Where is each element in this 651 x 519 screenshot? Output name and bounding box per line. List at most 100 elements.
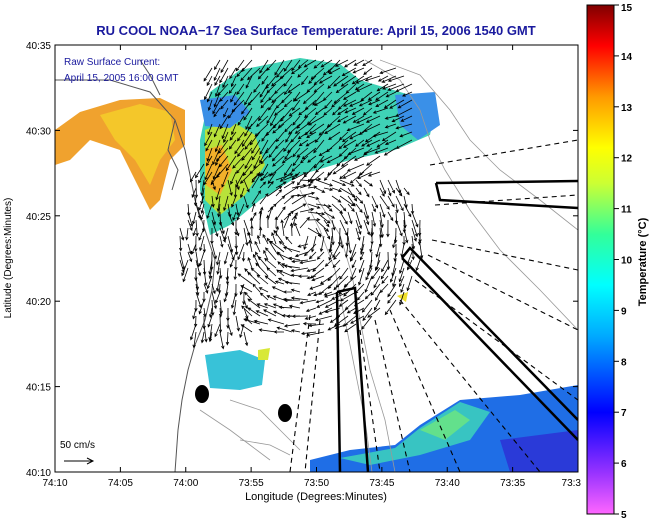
current-vector: [192, 211, 197, 225]
sst-patch-southeast-dark: [500, 430, 578, 472]
current-vector: [411, 219, 419, 238]
current-vector: [234, 220, 238, 236]
current-vector: [271, 286, 285, 293]
current-vector: [212, 99, 221, 115]
colorbar-tick-label: 5: [621, 510, 627, 519]
current-vector: [202, 243, 206, 253]
current-vector: [283, 264, 301, 269]
current-vector: [314, 107, 325, 116]
current-vector: [261, 75, 269, 85]
current-vector: [235, 315, 240, 332]
current-vector: [369, 227, 374, 238]
current-vector: [304, 315, 317, 320]
current-vector: [266, 214, 270, 229]
current-vector: [294, 222, 301, 237]
current-vector: [395, 195, 404, 212]
current-vector: [384, 115, 397, 120]
current-vector: [346, 123, 365, 132]
current-vector: [367, 171, 381, 177]
current-vector: [371, 267, 381, 280]
current-vector: [275, 225, 280, 237]
current-vector: [333, 283, 341, 291]
current-vector: [370, 235, 374, 245]
current-vector: [307, 203, 321, 209]
current-vector: [275, 206, 286, 221]
current-vector: [252, 253, 261, 269]
current-vector: [208, 267, 213, 280]
current-vector: [332, 107, 341, 116]
current-vector: [361, 315, 373, 330]
current-vector: [229, 251, 237, 268]
current-vector: [319, 275, 333, 285]
scale-arrow: [64, 457, 95, 465]
current-vector: [210, 227, 214, 245]
current-vector: [206, 155, 213, 167]
current-vector: [323, 219, 330, 228]
current-vector: [339, 179, 355, 187]
current-vector: [285, 236, 293, 245]
current-vector: [283, 290, 292, 294]
current-vector: [355, 211, 363, 230]
current-vector: [236, 203, 245, 221]
current-vector: [411, 211, 419, 228]
current-vector: [299, 183, 312, 189]
current-vector: [363, 179, 374, 187]
current-vector: [291, 203, 307, 213]
current-vector: [362, 107, 373, 116]
current-vector: [358, 267, 365, 286]
current-vector: [231, 195, 237, 208]
current-vector: [211, 211, 217, 226]
current-vector: [351, 107, 365, 115]
current-vector: [207, 99, 213, 112]
lane-southeast: [401, 246, 578, 441]
current-vector: [219, 227, 226, 243]
current-vector: [315, 227, 321, 238]
current-vector: [339, 267, 349, 280]
y-tick-label: 40:30: [26, 126, 51, 137]
current-vector: [356, 83, 373, 92]
current-vector: [243, 331, 249, 347]
current-vector: [353, 59, 365, 66]
current-vector: [337, 107, 349, 115]
current-vector: [227, 211, 235, 227]
current-vector: [256, 274, 269, 285]
current-vector: [259, 139, 269, 155]
current-vector: [359, 251, 365, 261]
current-vector: [243, 195, 249, 209]
current-vector: [395, 187, 403, 197]
current-vector: [307, 211, 326, 216]
current-vector: [253, 83, 261, 93]
current-vector: [206, 147, 213, 162]
x-axis: 74:10 74:05 74:00 73:55 73:50 73:45 73:40 73:35…: [42, 45, 581, 489]
current-vector: [219, 67, 229, 84]
current-vector: [387, 75, 405, 82]
current-vector: [316, 299, 333, 308]
current-vector: [291, 172, 307, 181]
current-vector: [297, 131, 309, 140]
current-vector: [397, 99, 413, 109]
current-vector: [303, 243, 317, 257]
current-vector: [326, 155, 341, 163]
current-vector: [387, 195, 395, 208]
current-vector: [299, 155, 309, 164]
current-vector: [375, 99, 389, 108]
current-vector: [244, 91, 253, 106]
x-tick-label: 73:3: [562, 478, 582, 489]
current-vector: [389, 267, 397, 283]
current-vector: [205, 139, 213, 152]
current-vector: [387, 283, 397, 298]
current-vector: [203, 67, 213, 82]
current-vector: [219, 331, 225, 350]
sst-patch-north-plume: [200, 58, 435, 235]
current-vector: [381, 131, 397, 142]
current-vector: [311, 235, 317, 253]
current-vector: [312, 259, 325, 273]
current-vector: [401, 91, 413, 97]
current-vector: [331, 187, 343, 193]
current-vector: [387, 291, 397, 304]
sst-patch-coastal-south-yellow: [258, 348, 270, 360]
current-vector: [352, 67, 365, 74]
current-vector: [259, 59, 269, 74]
current-vector: [364, 131, 381, 143]
current-vector: [347, 203, 355, 212]
